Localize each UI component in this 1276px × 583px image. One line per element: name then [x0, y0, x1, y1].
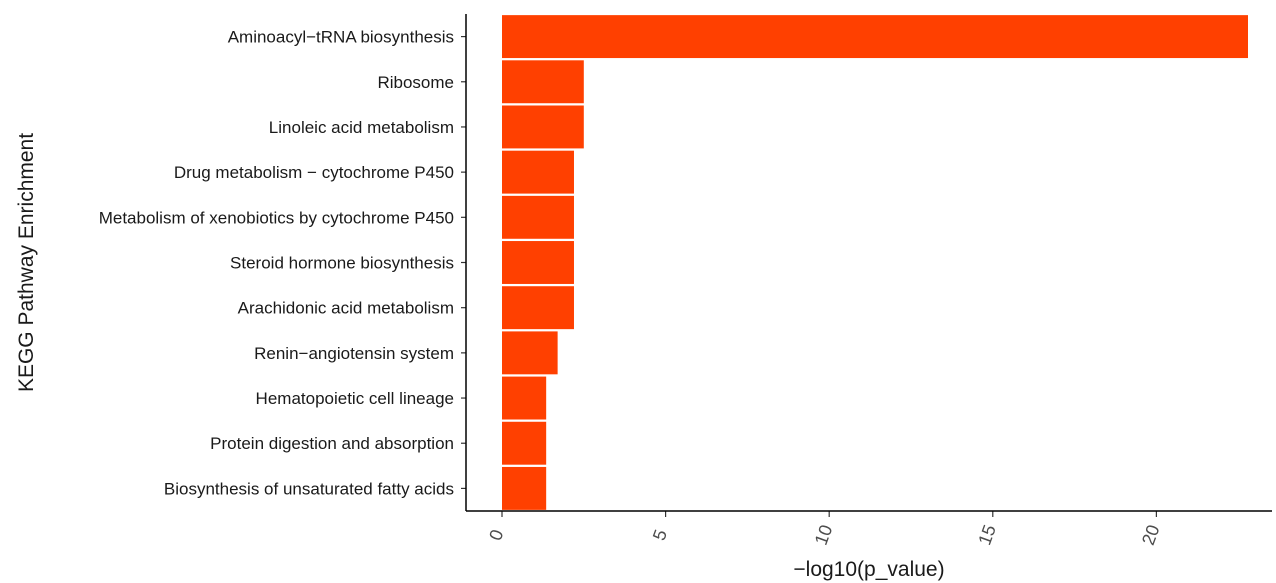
category-label: Arachidonic acid metabolism	[238, 299, 454, 318]
category-label: Protein digestion and absorption	[210, 434, 454, 453]
bar	[502, 376, 547, 420]
x-tick-label: 20	[1138, 522, 1164, 548]
bar	[502, 150, 574, 194]
bar	[502, 331, 558, 375]
category-label: Aminoacyl−tRNA biosynthesis	[228, 28, 454, 47]
x-tick-label: 5	[649, 527, 671, 543]
bar	[502, 286, 574, 330]
category-labels-group: Aminoacyl−tRNA biosynthesis Ribosome Linol…	[99, 28, 466, 498]
category-label: Linoleic acid metabolism	[269, 118, 454, 137]
category-label: Steroid hormone biosynthesis	[230, 254, 454, 273]
category-label: Metabolism of xenobiotics by cytochrome …	[99, 208, 454, 227]
bar	[502, 241, 574, 284]
x-axis-title: −log10(p_value)	[793, 558, 944, 581]
x-tick-label: 15	[974, 522, 1000, 548]
category-label: Renin−angiotensin system	[254, 344, 454, 363]
category-label: Hematopoietic cell lineage	[256, 389, 454, 408]
bar	[502, 60, 584, 104]
y-axis-title: KEGG Pathway Enrichment	[15, 133, 38, 392]
bar	[502, 421, 547, 465]
x-ticks-group: 0 5 10 15 20	[485, 511, 1164, 548]
bars-group	[502, 15, 1248, 510]
bar	[502, 466, 547, 510]
category-label: Drug metabolism − cytochrome P450	[174, 163, 454, 182]
bar	[502, 195, 574, 239]
bar	[502, 15, 1248, 59]
category-label: Ribosome	[377, 73, 454, 92]
x-tick-label: 10	[811, 522, 837, 548]
bar	[502, 105, 584, 149]
category-label: Biosynthesis of unsaturated fatty acids	[164, 479, 454, 498]
x-tick-label: 0	[485, 527, 507, 543]
